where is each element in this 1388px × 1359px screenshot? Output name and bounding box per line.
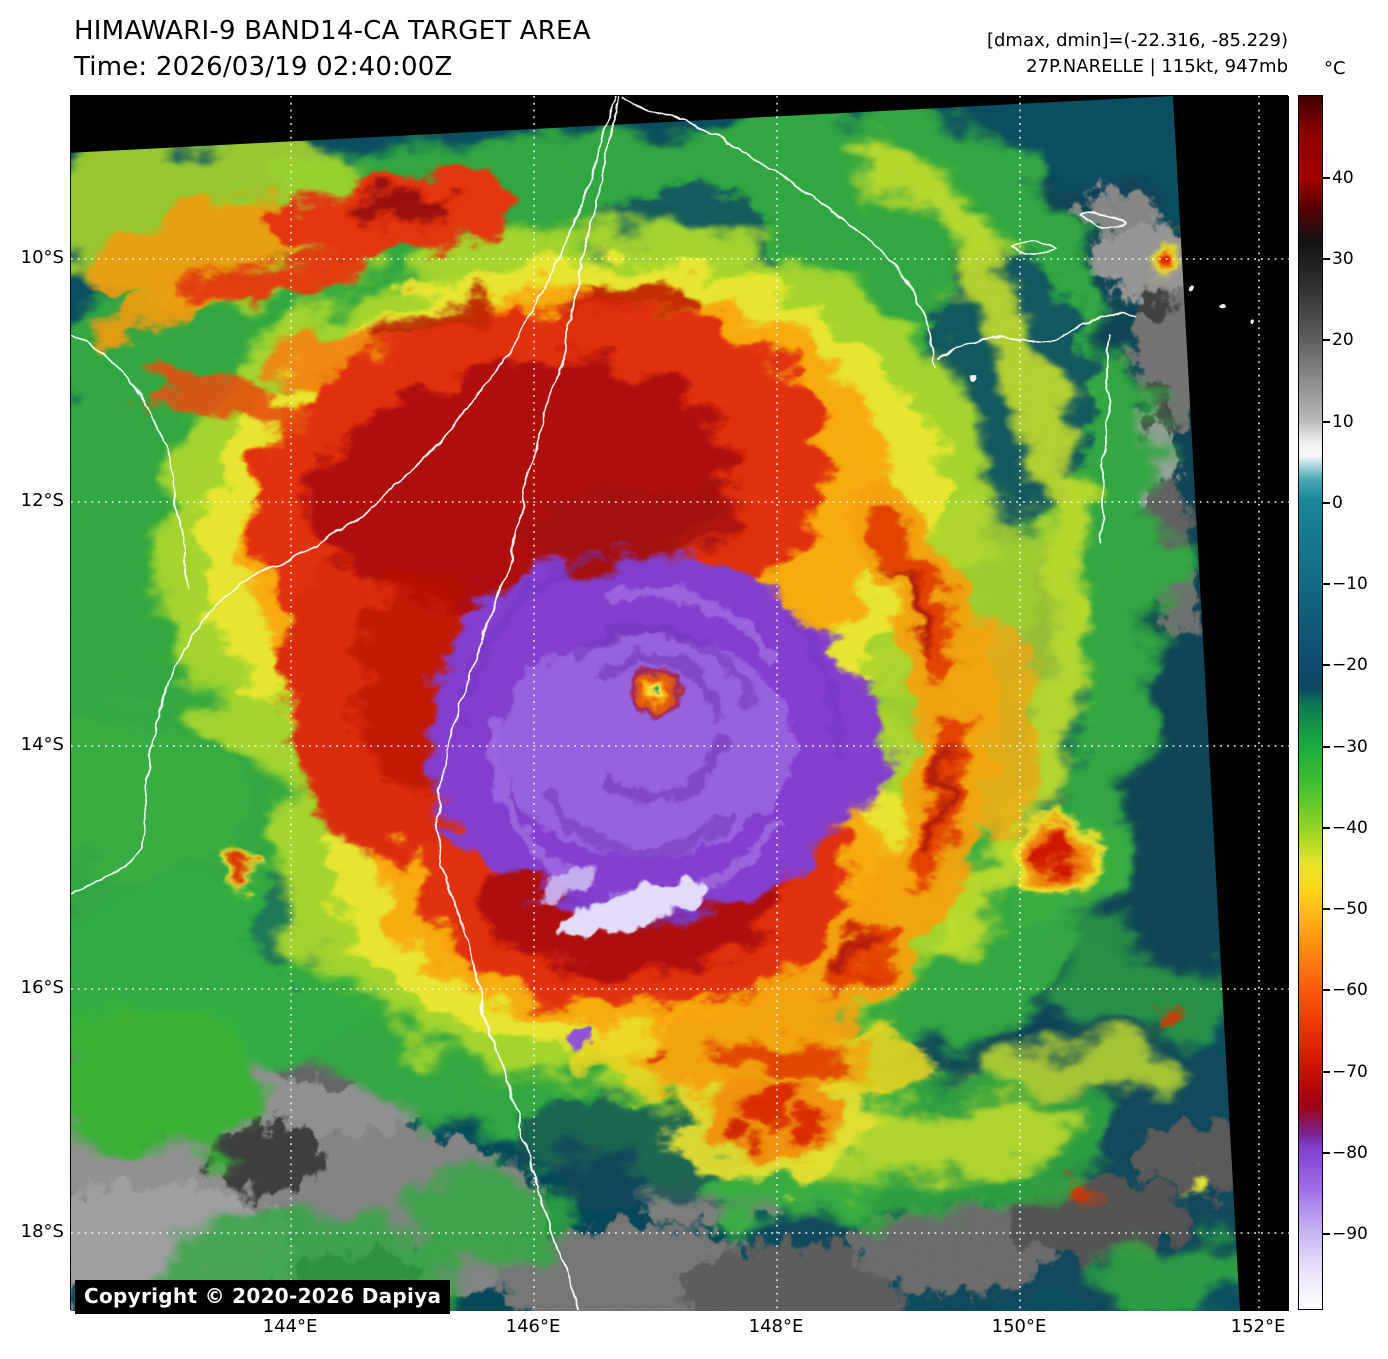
colorbar-tick: 20: [1323, 330, 1354, 350]
colorbar-tick: −10: [1323, 574, 1368, 594]
colorbar-tick: 30: [1323, 249, 1354, 269]
colorbar-tick: 40: [1323, 168, 1354, 188]
coastlines: [71, 96, 1255, 1311]
colorbar-tick: −50: [1323, 899, 1368, 919]
copyright-label: Copyright © 2020-2026 Dapiya: [75, 1280, 451, 1314]
header-info: [dmax, dmin]=(-22.316, -85.229) 27P.NARE…: [987, 28, 1288, 80]
colorbar-tick: −30: [1323, 737, 1368, 757]
colorbar-tick: 0: [1323, 493, 1343, 513]
colorbar-tick: −70: [1323, 1062, 1368, 1082]
cyclone-imagery: [71, 96, 1243, 1311]
lat-label-10s: 10°S: [20, 247, 64, 268]
colorbar-tick: −80: [1323, 1143, 1368, 1163]
lat-label-12s: 12°S: [20, 490, 64, 511]
gridlines: [71, 96, 1289, 1311]
colorbar-tick: −40: [1323, 818, 1368, 838]
lat-label-16s: 16°S: [20, 977, 64, 998]
lat-label-18s: 18°S: [20, 1221, 64, 1242]
timestamp: Time: 2026/03/19 02:40:00Z: [74, 52, 453, 82]
satellite-scene: [71, 96, 1289, 1311]
satellite-map: Copyright © 2020-2026 Dapiya: [70, 95, 1289, 1314]
colorbar-tick: −90: [1323, 1224, 1368, 1244]
lon-label-144e: 144°E: [262, 1316, 318, 1337]
lat-label-14s: 14°S: [20, 734, 64, 755]
colorbar-tick: −20: [1323, 655, 1368, 675]
page-title: HIMAWARI-9 BAND14-CA TARGET AREA: [74, 16, 591, 46]
colorbar: [1298, 95, 1323, 1310]
lon-label-148e: 148°E: [748, 1316, 804, 1337]
colorbar-unit: °C: [1324, 58, 1346, 79]
lon-label-150e: 150°E: [991, 1316, 1047, 1337]
colorbar-tick: −60: [1323, 980, 1368, 1000]
colorbar-tick: 10: [1323, 412, 1354, 432]
lon-label-152e: 152°E: [1230, 1316, 1286, 1337]
storm-info: 27P.NARELLE | 115kt, 947mb: [1026, 56, 1288, 77]
lon-label-146e: 146°E: [505, 1316, 561, 1337]
range-info: [dmax, dmin]=(-22.316, -85.229): [986, 30, 1288, 51]
